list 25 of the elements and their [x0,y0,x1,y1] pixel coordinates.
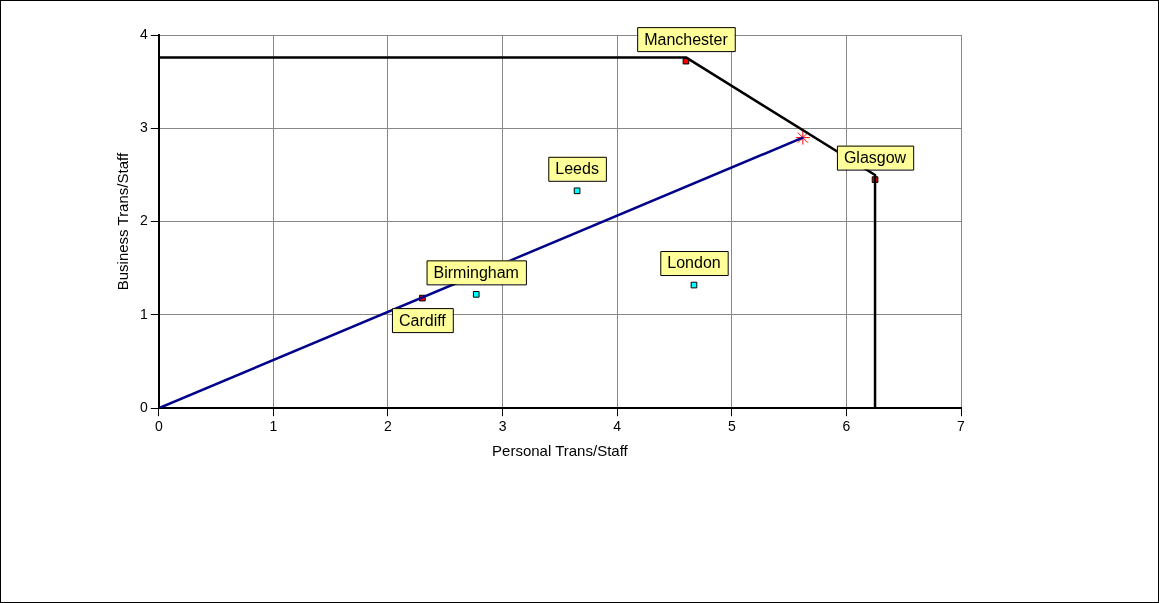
annotation: Manchester [644,30,729,48]
annotation: Glasgow [843,149,907,167]
annotation: Leeds [555,160,599,178]
annotation: London [667,254,721,272]
point [472,291,480,298]
x-tick-label: 2 [384,418,393,435]
y-tick-label: 0 [139,399,148,416]
point [573,187,581,195]
x-tick-label: 4 [613,418,622,435]
annotation: Cardiff [398,311,447,329]
x-tick-label: 6 [842,418,851,435]
x-axis-title: Personal Trans/Staff [492,442,629,460]
x-tick-label: 5 [727,418,736,435]
y-axis-title: Business Trans/Staff [114,152,132,291]
x-tick-label: 3 [498,418,507,435]
x-tick-label: 7 [957,418,966,435]
point [795,130,811,146]
point [690,281,698,289]
y-tick-label: 1 [139,305,148,322]
annotation: Birmingham [433,263,519,281]
y-tick-label: 2 [139,212,148,229]
x-tick-label: 0 [154,418,163,435]
x-tick-label: 1 [269,418,278,435]
y-tick-label: 3 [139,119,148,136]
y-tick-label: 4 [139,25,148,42]
